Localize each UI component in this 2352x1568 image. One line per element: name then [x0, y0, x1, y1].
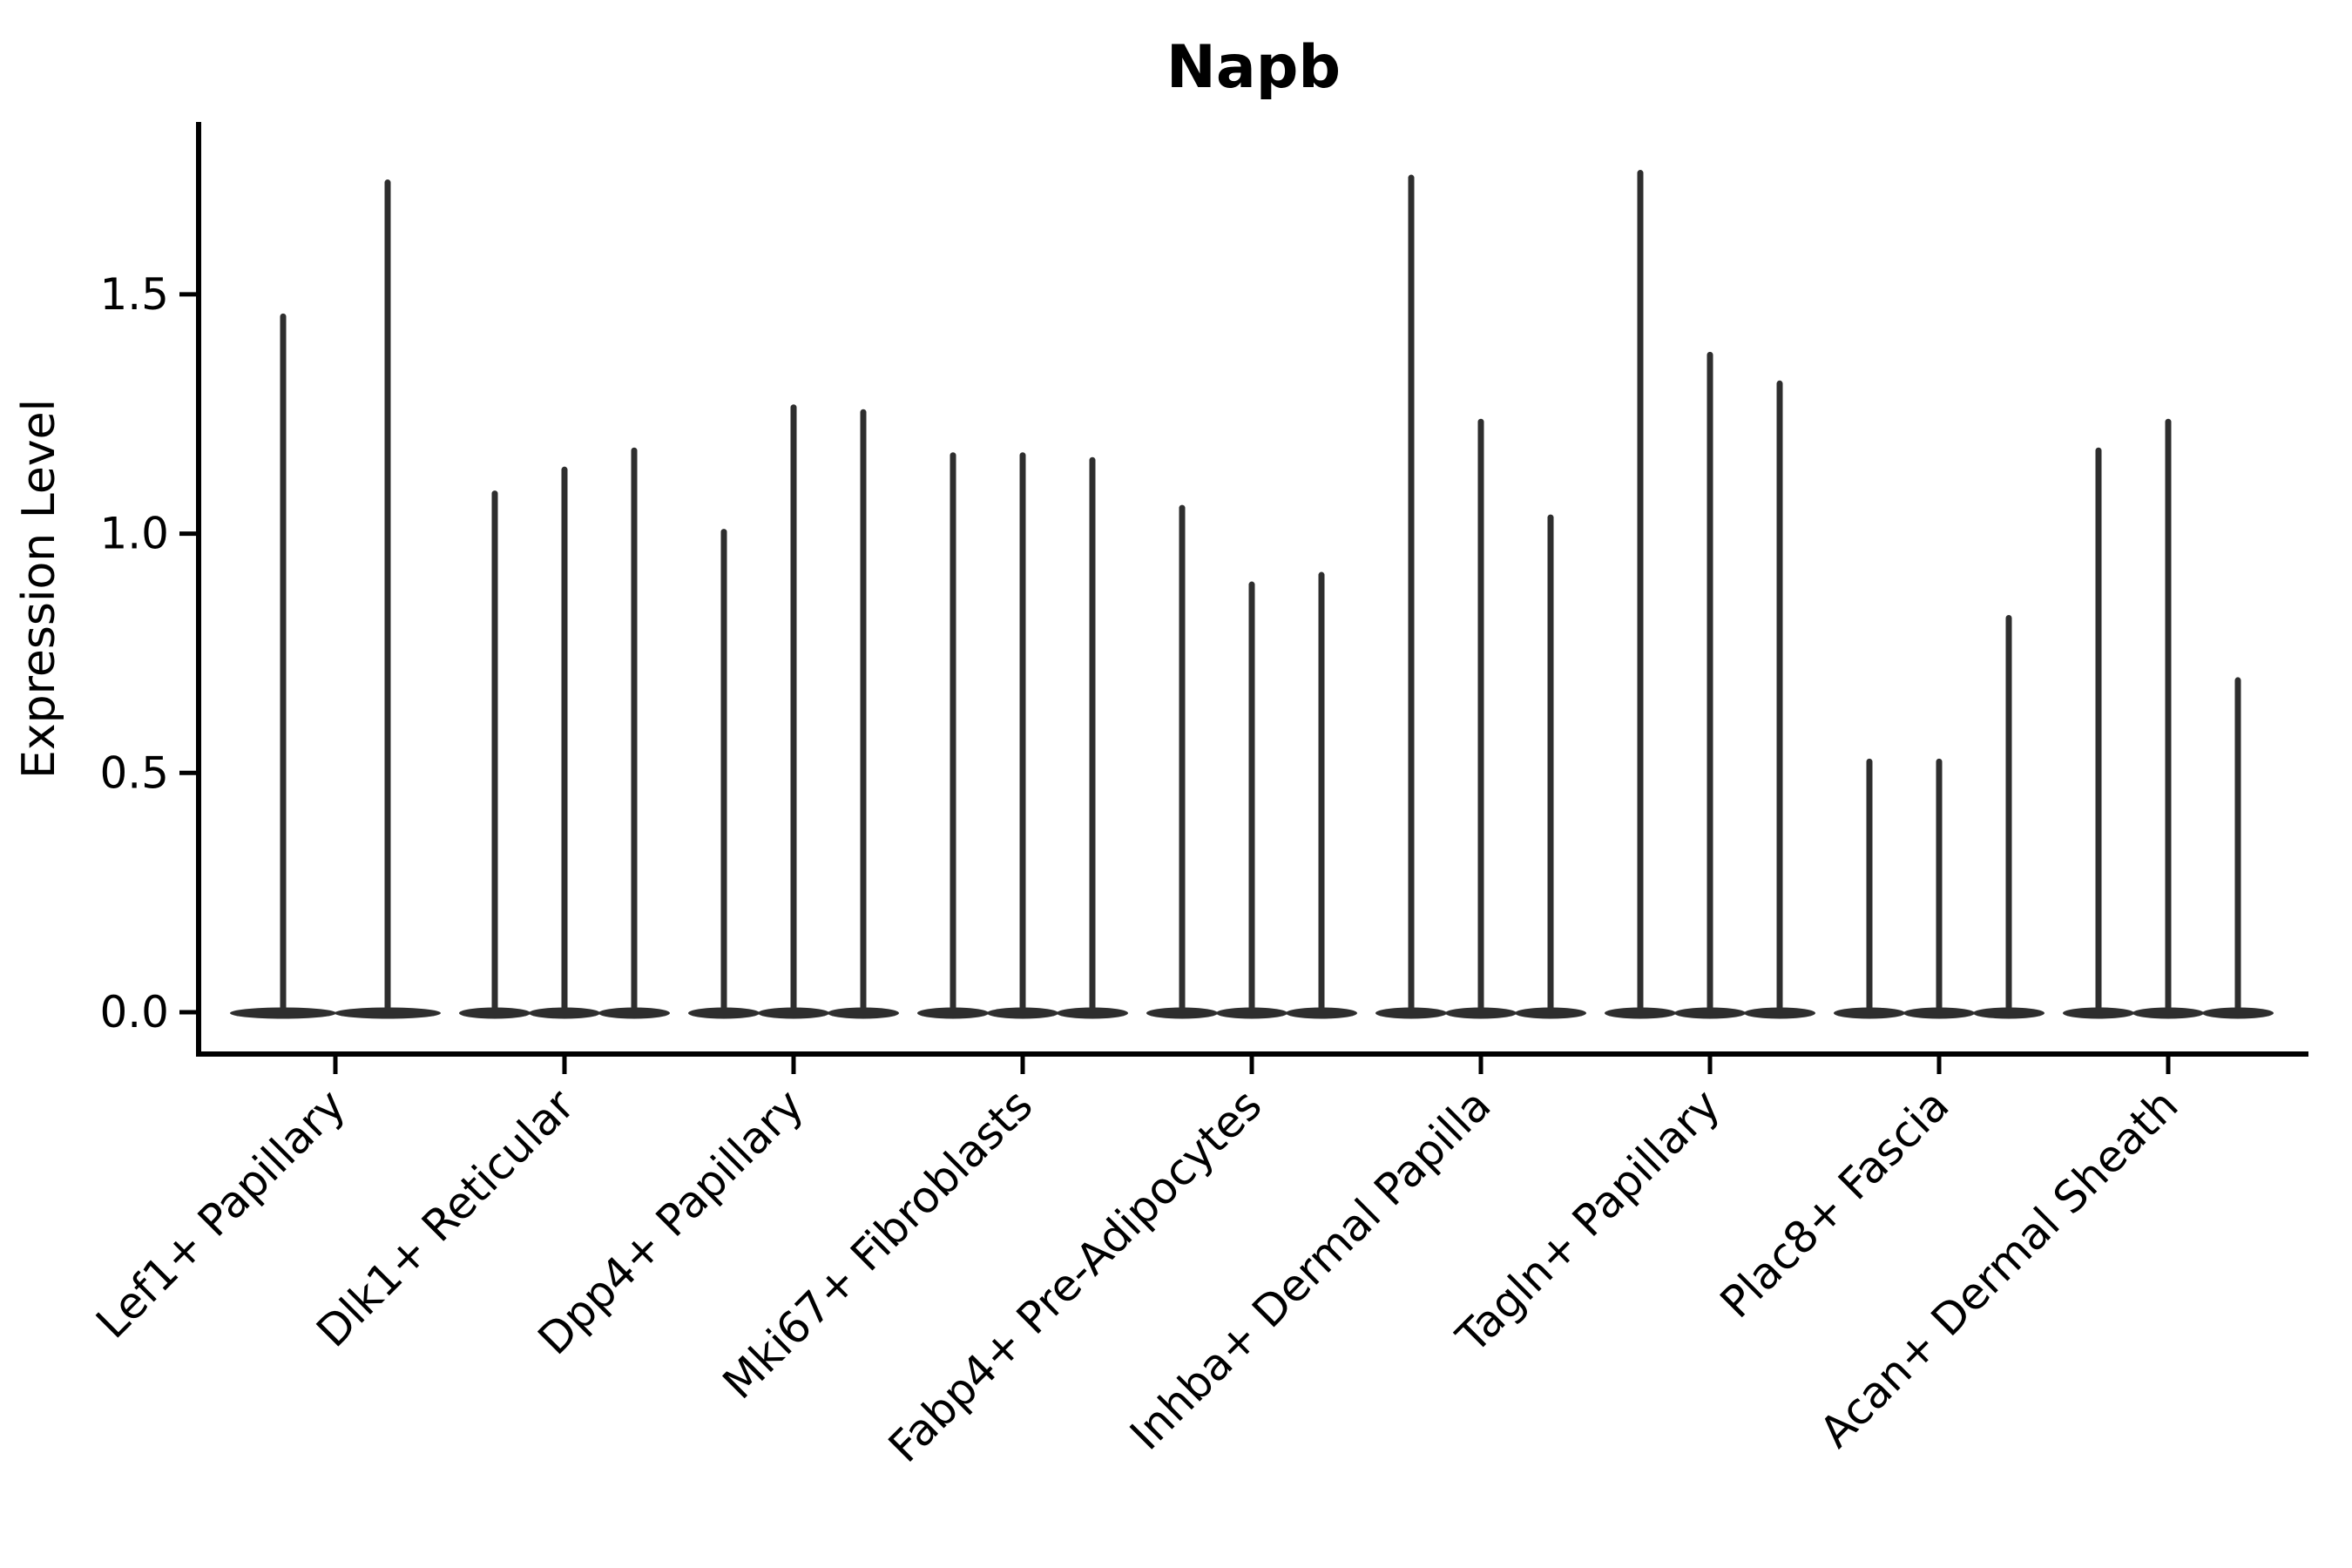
violin-spike: [384, 179, 391, 1016]
violin-spike: [1936, 758, 1943, 1016]
y-tick-label: 1.0: [99, 509, 169, 559]
x-category-label: Lef1+ Papillary: [86, 1079, 355, 1348]
violins-layer: [230, 170, 2274, 1019]
y-ticks-layer: 0.0 0.5 1.0 1.5: [99, 269, 199, 1037]
x-category-label: Plac8+ Fascia: [1711, 1079, 1959, 1328]
violin-spike: [1637, 170, 1644, 1016]
violin-spike: [860, 409, 867, 1017]
violin-spike: [1019, 452, 1026, 1016]
violin-spike: [2005, 614, 2012, 1016]
violin-spike: [631, 447, 638, 1016]
violin-spike: [491, 490, 498, 1016]
violin-spike: [1089, 456, 1096, 1016]
violin-spike: [1408, 174, 1415, 1017]
violin-spike: [720, 529, 727, 1016]
violin-spike: [1477, 418, 1484, 1016]
y-axis-label: Expression Level: [13, 399, 65, 779]
violin-spike: [2165, 418, 2172, 1016]
violin-spike: [561, 466, 568, 1016]
violin-spike: [2095, 447, 2102, 1016]
violin-spike: [1547, 514, 1554, 1016]
y-tick-label: 0.0: [99, 987, 169, 1037]
violin-spike: [280, 313, 287, 1017]
violin-spike: [790, 404, 797, 1017]
x-category-label: Fabp4+ Pre-Adipocytes: [879, 1079, 1272, 1472]
violin-spike: [1707, 351, 1713, 1016]
violin-spike: [950, 452, 956, 1016]
y-tick-label: 1.5: [99, 269, 169, 320]
violin-spike: [1248, 581, 1255, 1016]
violin-spike: [1318, 571, 1325, 1016]
y-tick-label: 0.5: [99, 747, 169, 798]
violin-spike: [1776, 380, 1783, 1016]
violin-spike: [2234, 677, 2241, 1016]
violin-spike: [1866, 758, 1873, 1016]
chart-title: Napb: [1166, 33, 1341, 102]
violin-spike: [1179, 504, 1186, 1016]
